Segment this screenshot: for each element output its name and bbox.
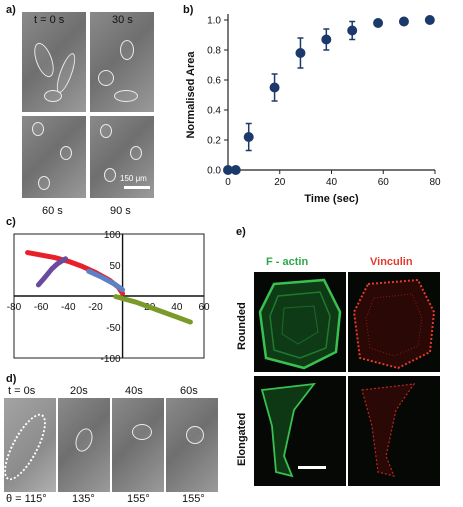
time-label-90s: 90 s — [110, 205, 131, 217]
y-tick-label: 0.2 — [207, 136, 221, 147]
e-scale-bar — [298, 466, 326, 469]
micrograph-0s — [22, 12, 86, 112]
trajectory-line-1 — [25, 250, 126, 297]
y-tick-label: 50 — [109, 261, 121, 272]
x-tick-label: 20 — [274, 177, 286, 188]
x-tick-label: 80 — [429, 177, 441, 188]
x-tick-label: -40 — [61, 302, 76, 313]
d-time-label-2: 40s — [125, 385, 143, 397]
panel-label-a: a) — [6, 4, 16, 16]
cell-shape — [120, 40, 134, 60]
row-label-elongated: Elongated — [236, 412, 248, 466]
cell-shape — [98, 70, 114, 86]
d-angle-0: θ = 115° — [6, 493, 47, 505]
image-rounded-actin — [254, 272, 346, 372]
y-tick-label: 0.8 — [207, 46, 221, 57]
cell-shape — [38, 176, 50, 190]
micrograph-d-40s — [112, 398, 164, 492]
data-point — [223, 165, 233, 175]
x-axis-title: Time (sec) — [304, 193, 359, 205]
panel-label-b: b) — [183, 4, 194, 16]
cell-shape — [186, 426, 204, 444]
y-tick-label: 0.4 — [207, 106, 221, 117]
cell-shape — [130, 146, 142, 160]
trajectory-line-4 — [113, 294, 193, 325]
col-label-actin: F - actin — [266, 256, 309, 268]
cell-shape — [104, 168, 116, 182]
cell-shape — [60, 146, 72, 160]
x-tick-label: 40 — [326, 177, 338, 188]
elongated-actin-cell — [260, 382, 326, 478]
micrograph-d-0s — [4, 398, 56, 492]
d-time-label-0: t = 0s — [8, 385, 36, 397]
elongated-vinculin-cell — [361, 383, 416, 477]
x-tick-label: 60 — [378, 177, 390, 188]
normalised-area-chart: 0 20 40 60 80 0.0 0.2 0.4 0.6 0.8 1.0 Time (sec) Nor… — [185, 14, 441, 205]
cell-shape — [100, 124, 112, 138]
data-point — [230, 165, 241, 175]
cell-shape — [72, 425, 96, 455]
data-point — [347, 25, 358, 36]
cell-shape — [114, 90, 138, 102]
y-tick-label: 0.6 — [207, 76, 221, 87]
d-angle-2: 155° — [127, 493, 150, 505]
rounded-actin-cell — [258, 278, 342, 370]
micrograph-d-60s — [166, 398, 218, 492]
x-tick-label: -20 — [88, 302, 103, 313]
data-point — [424, 15, 435, 25]
data-point — [295, 48, 306, 58]
x-tick-label: 0 — [225, 177, 231, 188]
image-elongated-vinculin — [348, 376, 440, 486]
micrograph-60s — [22, 116, 86, 198]
cell-shape — [32, 122, 44, 136]
y-tick-label: -50 — [106, 323, 121, 334]
scale-bar-label: 150 μm — [120, 174, 147, 183]
x-tick-label: -60 — [34, 302, 49, 313]
image-rounded-vinculin — [348, 272, 440, 372]
micrograph-30s — [90, 12, 154, 112]
x-tick-label: -80 — [7, 302, 22, 313]
d-angle-3: 155° — [182, 493, 205, 505]
y-axis-title: Normalised Area — [185, 51, 197, 139]
d-angle-1: 135° — [72, 493, 95, 505]
data-point — [373, 18, 384, 28]
time-label-30s: 30 s — [112, 14, 133, 26]
cell-shape — [53, 51, 79, 95]
d-time-label-1: 20s — [70, 385, 88, 397]
scale-bar — [124, 186, 150, 189]
cell-outline-ellipse — [4, 408, 54, 486]
cell-shape — [132, 424, 152, 440]
d-time-label-3: 60s — [180, 385, 198, 397]
data-point — [269, 82, 280, 93]
y-tick-label: -100 — [101, 354, 121, 365]
micrograph-90s: 150 μm — [90, 116, 154, 198]
data-point — [321, 34, 332, 45]
image-elongated-actin — [254, 376, 346, 486]
panel-label-c: c) — [6, 216, 16, 228]
panel-label-d: d) — [6, 373, 17, 385]
col-label-vinculin: Vinculin — [370, 256, 413, 268]
time-label-60s: 60 s — [42, 205, 63, 217]
panel-label-e: e) — [236, 226, 246, 238]
rounded-vinculin-cell — [352, 278, 436, 370]
y-tick-label: 1.0 — [207, 16, 221, 27]
x-tick-label: 40 — [171, 302, 183, 313]
x-tick-label: 60 — [198, 302, 210, 313]
trajectory-line-3 — [86, 268, 126, 293]
y-tick-label: 0.0 — [207, 166, 221, 177]
data-point — [243, 132, 254, 142]
trajectory-line-2 — [35, 256, 69, 288]
row-label-rounded: Rounded — [236, 302, 248, 350]
micrograph-d-20s — [58, 398, 110, 492]
time-label-0s: t = 0 s — [34, 14, 65, 26]
y-tick-label: 100 — [104, 230, 121, 241]
cell-shape — [44, 90, 62, 102]
data-point — [398, 16, 409, 27]
cell-shape — [30, 40, 58, 80]
